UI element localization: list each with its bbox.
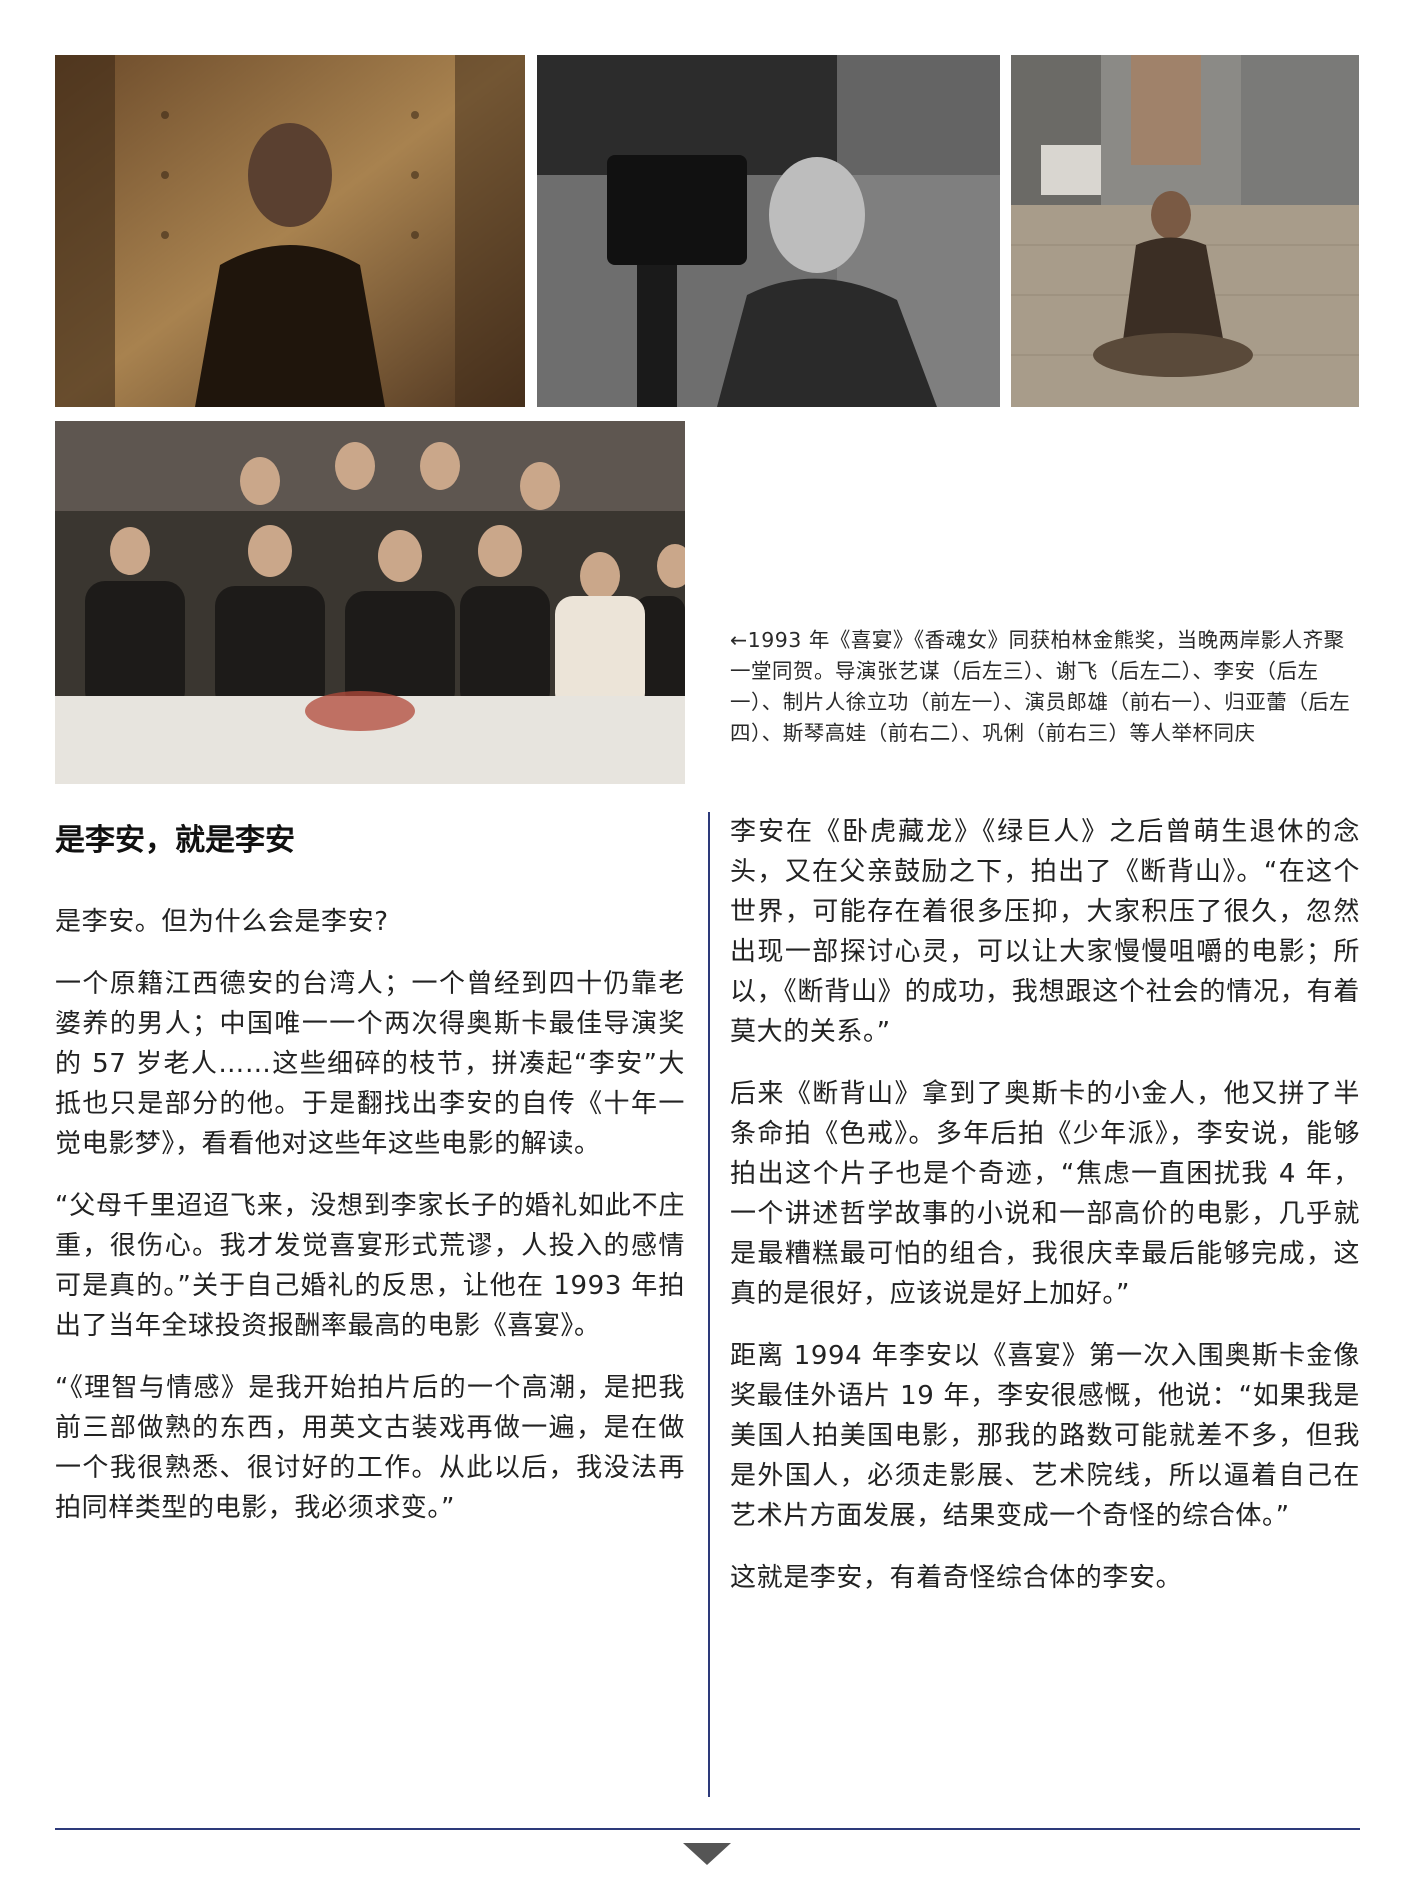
paragraph: 李安在《卧虎藏龙》《绿巨人》之后曾萌生退休的念头，又在父亲鼓励之下，拍出了《断背… (730, 817, 1360, 1047)
right-column: 李安在《卧虎藏龙》《绿巨人》之后曾萌生退休的念头，又在父亲鼓励之下，拍出了《断背… (730, 812, 1360, 1620)
continue-triangle-icon (683, 1843, 731, 1865)
paragraph: 一个原籍江西德安的台湾人；一个曾经到四十仍靠老婆养的男人；中国唯一一个两次得奥斯… (55, 969, 685, 1159)
paragraph: “父母千里迢迢飞来，没想到李家长子的婚礼如此不庄重，很伤心。我才发觉喜宴形式荒谬… (55, 1191, 685, 1341)
article-title: 是李安，就是李安 (55, 823, 295, 858)
photo-portrait-wall (55, 55, 525, 407)
paragraph: 距离 1994 年李安以《喜宴》第一次入围奥斯卡金像奖最佳外语片 19 年，李安… (730, 1341, 1360, 1531)
paragraph: “《理智与情感》是我开始拍片后的一个高潮，是把我前三部做熟的东西，用英文古装戏再… (55, 1373, 685, 1523)
paragraph: 是李安。但为什么会是李安? (55, 907, 389, 937)
bottom-rule (55, 1828, 1360, 1830)
photo-director-camera (537, 55, 1000, 407)
paragraph: 这就是李安，有着奇怪综合体的李安。 (730, 1563, 1183, 1593)
photo-caption: ←1993 年《喜宴》《香魂女》同获柏林金熊奖，当晚两岸影人齐聚一堂同贺。导演张… (730, 628, 1351, 745)
photo-group-banquet (55, 421, 685, 784)
paragraph: 后来《断背山》拿到了奥斯卡的小金人，他又拼了半条命拍《色戒》。多年后拍《少年派》… (730, 1079, 1360, 1309)
left-column: 是李安。但为什么会是李安? 一个原籍江西德安的台湾人；一个曾经到四十仍靠老婆养的… (55, 902, 685, 1550)
column-divider (708, 812, 710, 1797)
photo-city-pavement (1011, 55, 1359, 407)
